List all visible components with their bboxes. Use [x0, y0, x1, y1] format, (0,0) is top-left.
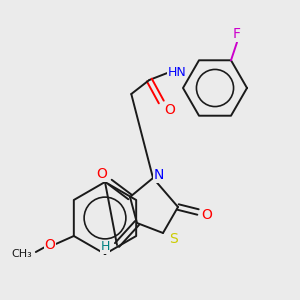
Text: O: O: [44, 238, 55, 252]
Text: O: O: [97, 167, 107, 181]
Text: F: F: [233, 27, 241, 41]
Text: CH₃: CH₃: [11, 249, 32, 259]
Text: O: O: [164, 103, 175, 117]
Text: S: S: [169, 232, 177, 246]
Text: O: O: [202, 208, 212, 222]
Text: HN: HN: [168, 65, 187, 79]
Text: H: H: [100, 241, 110, 254]
Text: N: N: [154, 168, 164, 182]
